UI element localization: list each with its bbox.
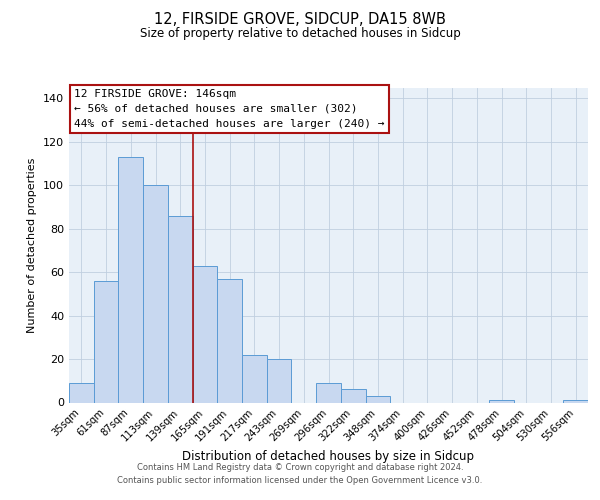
Bar — [168, 216, 193, 402]
Text: Contains HM Land Registry data © Crown copyright and database right 2024.: Contains HM Land Registry data © Crown c… — [137, 464, 463, 472]
Bar — [365, 396, 390, 402]
Bar — [563, 400, 588, 402]
Y-axis label: Number of detached properties: Number of detached properties — [28, 158, 37, 332]
Text: 12, FIRSIDE GROVE, SIDCUP, DA15 8WB: 12, FIRSIDE GROVE, SIDCUP, DA15 8WB — [154, 12, 446, 28]
Bar — [341, 390, 365, 402]
Bar — [217, 278, 242, 402]
Bar — [242, 354, 267, 403]
Bar — [316, 383, 341, 402]
X-axis label: Distribution of detached houses by size in Sidcup: Distribution of detached houses by size … — [182, 450, 475, 463]
Bar — [489, 400, 514, 402]
Bar — [118, 157, 143, 402]
Bar — [267, 359, 292, 403]
Bar — [94, 281, 118, 402]
Bar — [193, 266, 217, 402]
Text: 12 FIRSIDE GROVE: 146sqm
← 56% of detached houses are smaller (302)
44% of semi-: 12 FIRSIDE GROVE: 146sqm ← 56% of detach… — [74, 89, 385, 128]
Text: Size of property relative to detached houses in Sidcup: Size of property relative to detached ho… — [140, 28, 460, 40]
Bar — [143, 186, 168, 402]
Bar — [69, 383, 94, 402]
Text: Contains public sector information licensed under the Open Government Licence v3: Contains public sector information licen… — [118, 476, 482, 485]
